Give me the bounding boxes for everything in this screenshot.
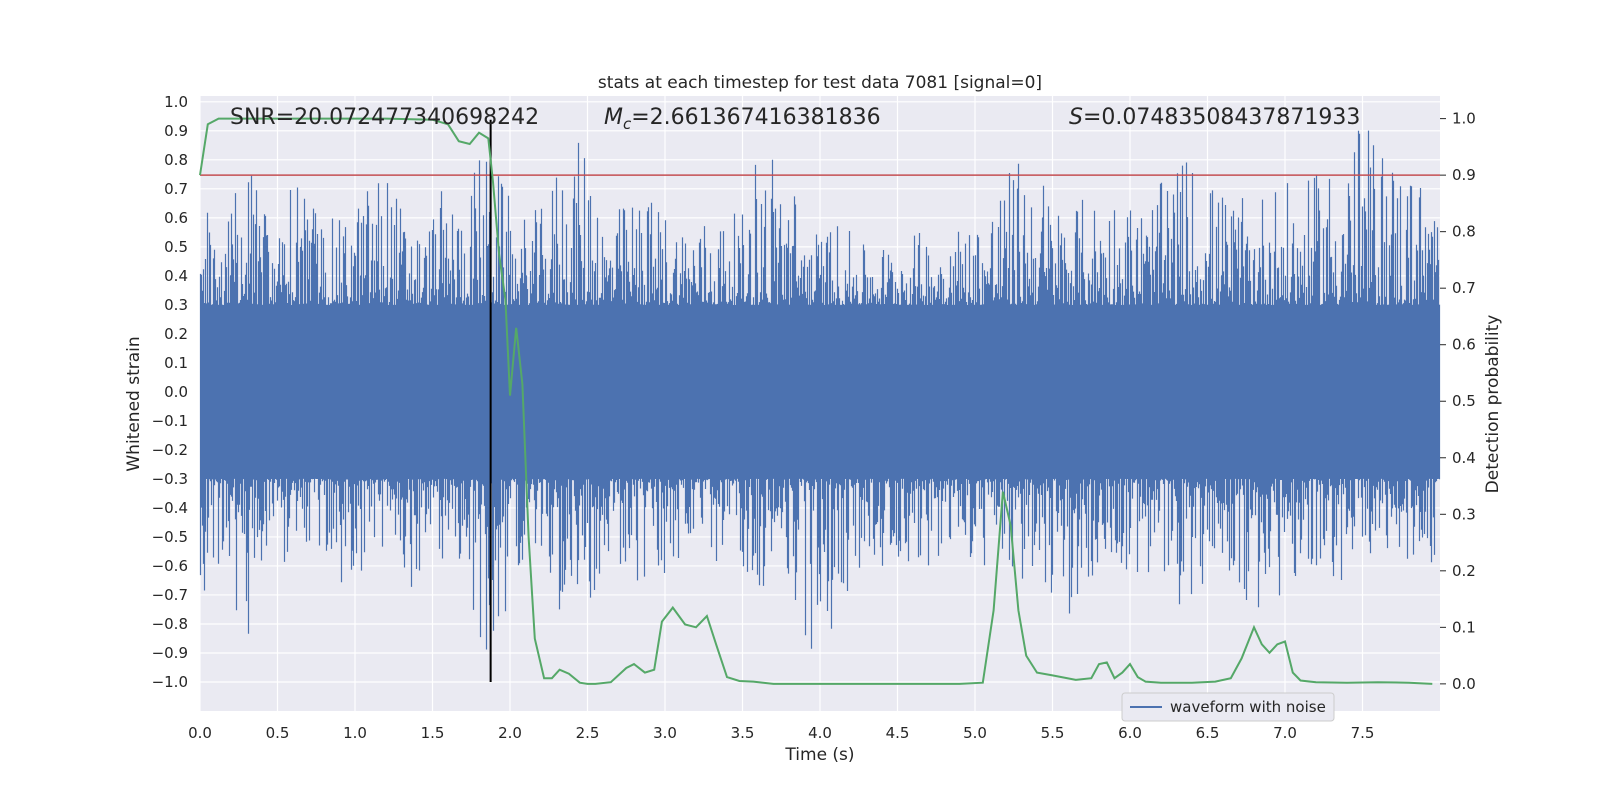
x-tick-label: 0.0	[188, 724, 212, 742]
x-tick-label: 3.0	[653, 724, 677, 742]
y-tick-label: −0.2	[152, 441, 188, 459]
x-tick-label: 0.5	[266, 724, 290, 742]
y2-tick-label: 0.0	[1452, 675, 1476, 693]
y2-tick-label: 0.9	[1452, 166, 1476, 184]
detection-probability-line	[199, 117, 1433, 685]
chirp-mass-annotation: Mc=2.661367416381836	[604, 105, 881, 133]
x-tick-label: 1.5	[421, 724, 445, 742]
y-tick-label: 0.6	[164, 209, 188, 227]
x-tick-label: 3.5	[731, 724, 755, 742]
y-tick-label: 1.0	[164, 93, 188, 111]
y2-tick-label: 0.5	[1452, 392, 1476, 410]
chirp-mass-subscript: c	[623, 115, 632, 133]
y-tick-label: 0.3	[164, 296, 188, 314]
x-tick-label: 7.0	[1273, 724, 1297, 742]
y-tick-label: −0.8	[152, 615, 188, 633]
legend: waveform with noise	[1121, 692, 1335, 722]
y2-tick-label: 0.8	[1452, 223, 1476, 241]
y-tick-label: 0.7	[164, 180, 188, 198]
legend-label: waveform with noise	[1170, 698, 1326, 716]
y-axis-ticks: 1.0 0.9 0.8 0.7 0.6 0.5 0.4 0.3 0.2 0.1 0.0 −0.1 −0.…	[152, 93, 188, 691]
s-value: =0.07483508437871933	[1083, 105, 1360, 130]
x-tick-label: 4.0	[808, 724, 832, 742]
y2-tick-label: 0.6	[1452, 336, 1476, 354]
y-tick-label: −0.5	[152, 528, 188, 546]
s-annotation: S=0.07483508437871933	[1069, 105, 1360, 130]
y2-axis-ticks: 1.0 0.9 0.8 0.7 0.6 0.5 0.4 0.3 0.2 0.1 0.0	[1440, 110, 1476, 693]
y-tick-label: 0.9	[164, 122, 188, 140]
x-tick-label: 5.0	[963, 724, 987, 742]
s-symbol: S	[1069, 105, 1083, 130]
x-tick-label: 6.0	[1118, 724, 1142, 742]
x-tick-label: 4.5	[886, 724, 910, 742]
y-tick-label: 0.1	[164, 354, 188, 372]
y-tick-label: −0.3	[152, 470, 188, 488]
y2-tick-label: 0.2	[1452, 562, 1476, 580]
chirp-mass-value: =2.661367416381836	[631, 105, 880, 130]
x-axis-ticks: 0.0 0.5 1.0 1.5 2.0 2.5 3.0 3.5 4.0 4.5 5.0 5.5 6.0 6…	[188, 724, 1374, 742]
y-tick-label: −0.4	[152, 499, 188, 517]
y-tick-label: −1.0	[152, 673, 188, 691]
y2-axis-label: Detection probability	[1483, 315, 1503, 494]
y-tick-label: −0.6	[152, 557, 188, 575]
y2-tick-label: 0.4	[1452, 449, 1476, 467]
x-tick-label: 7.5	[1351, 724, 1375, 742]
x-tick-label: 6.5	[1196, 724, 1220, 742]
y2-tick-label: 1.0	[1452, 110, 1476, 128]
y-tick-label: −0.1	[152, 412, 188, 430]
y-tick-label: 0.2	[164, 325, 188, 343]
x-tick-label: 2.0	[498, 724, 522, 742]
waveform-spikes	[199, 130, 1441, 650]
y-tick-label: 0.5	[164, 238, 188, 256]
y2-tick-label: 0.3	[1452, 505, 1476, 523]
x-tick-label: 2.5	[576, 724, 600, 742]
legend-box	[1121, 692, 1335, 722]
y-tick-label: 0.0	[164, 383, 188, 401]
y-axis-label: Whitened strain	[124, 336, 144, 471]
x-tick-label: 1.0	[343, 724, 367, 742]
x-axis-label: Time (s)	[784, 745, 854, 765]
chart-title: stats at each timestep for test data 708…	[598, 73, 1042, 93]
y2-tick-label: 0.7	[1452, 279, 1476, 297]
x-tick-label: 5.5	[1041, 724, 1065, 742]
waveform-series	[199, 130, 1441, 650]
y-tick-label: 0.8	[164, 151, 188, 169]
y2-tick-label: 0.1	[1452, 618, 1476, 636]
snr-annotation: SNR=20.072477340698242	[230, 105, 539, 130]
y-tick-label: 0.4	[164, 267, 188, 285]
y-tick-label: −0.7	[152, 586, 188, 604]
y-tick-label: −0.9	[152, 644, 188, 662]
chirp-mass-symbol: M	[604, 105, 623, 130]
